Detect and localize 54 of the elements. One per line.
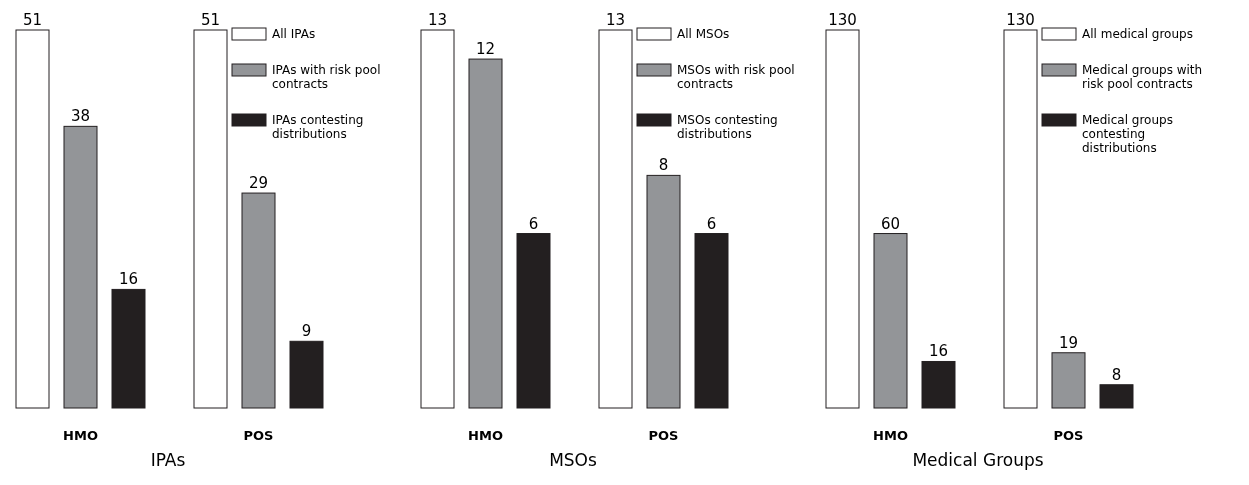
bar — [921, 360, 956, 409]
x-tick-label: HMO — [63, 428, 98, 443]
bar — [646, 174, 681, 409]
legend-label: All medical groups — [1082, 27, 1193, 41]
bar — [193, 29, 228, 409]
bar — [1099, 384, 1134, 409]
data-label: 8 — [1111, 365, 1122, 384]
bar — [241, 192, 276, 409]
data-label: 12 — [475, 40, 496, 59]
bar — [468, 58, 503, 409]
data-label: 29 — [248, 174, 269, 193]
data-label: 6 — [528, 214, 539, 233]
data-label: 19 — [1058, 333, 1079, 352]
data-label: 16 — [118, 270, 139, 289]
x-tick-label: POS — [243, 428, 274, 443]
data-label: 60 — [880, 214, 901, 233]
legend-label: All MSOs — [677, 27, 730, 41]
x-axis-title: MSOs — [549, 450, 597, 470]
bar — [420, 29, 455, 409]
bar — [694, 233, 729, 409]
data-label: 8 — [658, 156, 669, 175]
bar — [111, 288, 146, 409]
x-tick-label: HMO — [873, 428, 908, 443]
bar — [516, 233, 551, 409]
bar — [598, 29, 633, 409]
legend-label: Medical groups contesting distributions — [1082, 113, 1173, 155]
legend-label: IPAs contesting distributions — [272, 113, 364, 141]
x-tick-label: HMO — [468, 428, 503, 443]
x-axis-title: Medical Groups — [912, 450, 1044, 470]
bar — [63, 125, 98, 409]
legend-label: Medical groups with risk pool contracts — [1082, 63, 1203, 91]
data-label: 38 — [70, 107, 91, 126]
bar — [15, 29, 50, 409]
bar — [825, 29, 860, 409]
legend-label: MSOs contesting distributions — [677, 113, 778, 141]
data-label: 9 — [301, 322, 312, 341]
data-label: 6 — [706, 214, 717, 233]
x-axis-title: IPAs — [150, 450, 186, 470]
data-label: 130 — [1006, 11, 1035, 29]
legend-label: MSOs with risk pool contracts — [677, 63, 795, 91]
data-label: 130 — [828, 11, 857, 29]
x-tick-label: POS — [648, 428, 679, 443]
bar — [873, 233, 908, 409]
legend-label: All IPAs — [272, 27, 316, 41]
bar — [1051, 352, 1086, 409]
data-label: 51 — [200, 11, 221, 29]
data-label: 13 — [605, 11, 626, 29]
bar — [1003, 29, 1038, 409]
bar — [289, 340, 324, 409]
data-label: 13 — [427, 11, 448, 29]
data-label: 51 — [22, 11, 43, 29]
x-tick-label: POS — [1053, 428, 1084, 443]
data-label: 16 — [928, 342, 949, 361]
legend-label: IPAs with risk pool contracts — [272, 63, 381, 91]
